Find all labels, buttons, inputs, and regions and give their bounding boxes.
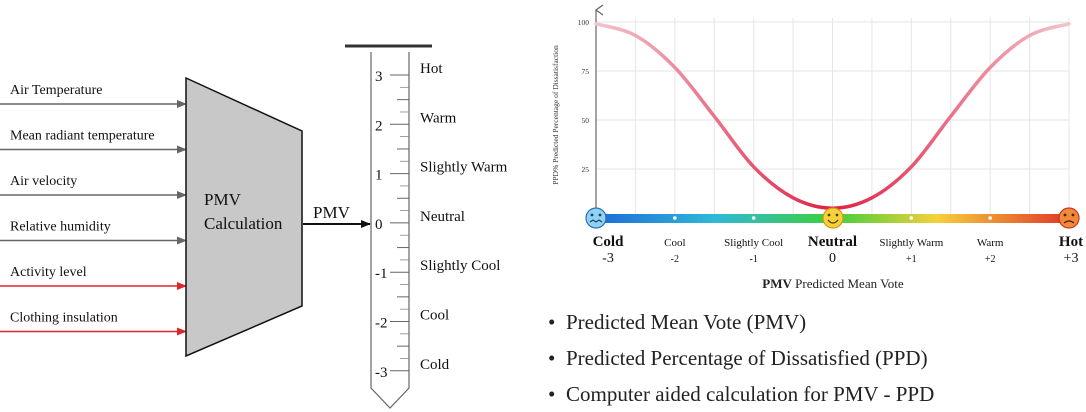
thermometer-value: -1 [375,266,388,282]
happy-face-icon [822,207,844,229]
thermometer-labels: 3 Hot 2 Warm 1 Slightly Warm 0 Neutral -1 Slightl… [375,61,508,381]
bar-dots [673,216,992,220]
pmv-output-label: PMV [313,203,351,222]
bullet-text: Computer aided calculation for PMV - PPD [566,382,935,406]
calc-label-line1: PMV [204,190,242,209]
thermometer-sensation: Warm [420,110,457,126]
bar-dot [673,216,677,220]
input-list: Air Temperature Mean radiant temperature A… [0,83,187,336]
bar-dot [909,216,914,220]
bar-dot [988,216,992,220]
chart-grid [596,18,1070,218]
thermometer-value: -2 [375,316,388,332]
bullet-item: • Predicted Mean Vote (PMV) [548,304,934,340]
calc-label-line2: Calculation [204,214,283,233]
thermometer-value: 2 [375,118,383,134]
x-category-value: -2 [671,254,679,265]
y-tick-labels: 100 75 50 25 [578,18,590,174]
thermometer-tube [370,52,410,409]
x-category-name: Cool [664,237,685,249]
bullet-dot-icon: • [548,382,556,406]
cold-face-icon [585,207,607,229]
bullet-dot-icon: • [548,346,556,370]
x-axis-label: PMV Predicted Mean Vote [762,276,904,291]
y-tick-label: 50 [582,116,590,125]
input-label: Relative humidity [10,220,111,235]
input-label: Air Temperature [10,83,102,98]
thermometer-sensation: Cold [420,357,450,373]
x-category-name: Warm [977,237,1004,249]
bullet-text: Predicted Percentage of Dissatisfied (PP… [566,346,928,370]
x-category-name: Neutral [808,234,857,250]
ppd-chart: 100 75 50 25 PPD% Predicted Percentage of D… [551,4,1084,291]
x-category-value: -3 [602,251,614,266]
input-label: Air velocity [10,174,77,189]
thermometer-sensation: Slightly Warm [420,160,508,176]
y-axis-label: PPD% Predicted Percentage of Dissatisfac… [551,45,560,185]
x-category-value: +3 [1064,251,1079,266]
thermometer-sensation: Cool [420,308,449,324]
y-tick-label: 100 [578,18,590,27]
thermometer-sensation: Neutral [420,209,465,225]
bullet-dot-icon: • [548,310,556,334]
x-category-name: Slightly Cool [724,237,783,249]
x-category-value: +2 [985,254,996,265]
bullet-item: • Computer aided calculation for PMV - PP… [548,376,934,412]
thermometer-ticks [390,74,409,372]
pmv-calculation-block [185,76,303,358]
input-label: Mean radiant temperature [10,129,155,144]
thermometer-value: 1 [375,168,383,184]
x-category-name: Cold [593,234,625,250]
thermometer-sensation: Hot [420,61,443,77]
bullet-text: Predicted Mean Vote (PMV) [566,310,807,334]
x-category-value: 0 [829,251,836,266]
thermometer-value: 3 [375,69,383,85]
x-category-name: Slightly Warm [879,237,943,249]
input-label: Clothing insulation [10,311,118,326]
thermometer-value: 0 [375,217,383,233]
bullet-list: • Predicted Mean Vote (PMV) • Predicted Per… [548,304,934,412]
hot-face-icon [1058,207,1080,229]
x-category-name: Hot [1059,234,1083,250]
thermometer-value: -3 [375,365,388,381]
bullet-item: • Predicted Percentage of Dissatisfied (P… [548,340,934,376]
y-tick-label: 25 [582,165,590,174]
input-label: Activity level [10,265,87,280]
x-category-value: -1 [749,254,757,265]
y-tick-label: 75 [582,67,590,76]
x-category-value: +1 [906,254,917,265]
thermometer-sensation: Slightly Cool [420,258,500,274]
bar-dot [751,216,756,220]
